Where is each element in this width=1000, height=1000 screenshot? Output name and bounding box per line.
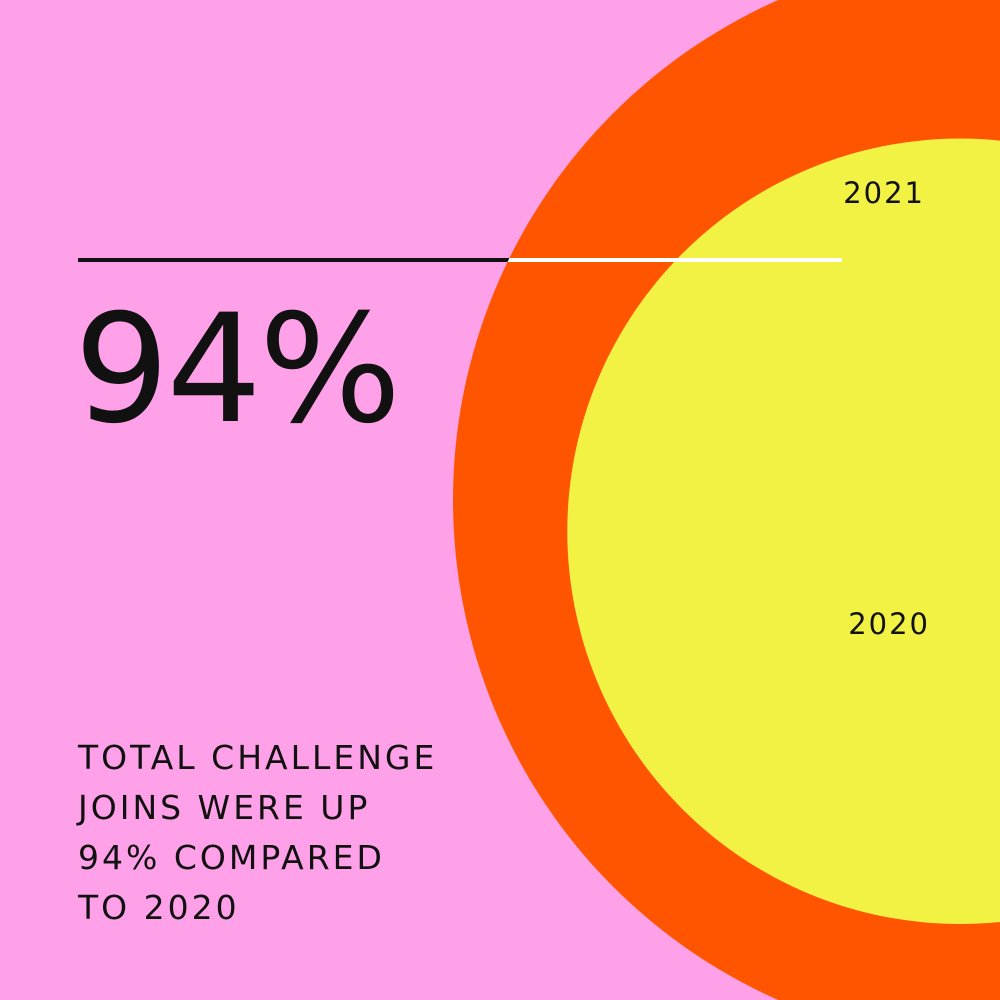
caption-text: TOTAL CHALLENGE JOINS WERE UP 94% COMPAR…: [78, 733, 437, 933]
caption-line: JOINS WERE UP: [78, 788, 371, 827]
label-2021: 2021: [843, 176, 925, 210]
label-2020: 2020: [848, 607, 930, 641]
caption-line: 94% COMPARED: [78, 838, 385, 877]
bubble-2020: [567, 138, 1000, 924]
caption-line: TO 2020: [78, 888, 240, 927]
caption-line: TOTAL CHALLENGE: [78, 738, 438, 777]
headline-percentage: 94%: [74, 283, 401, 457]
